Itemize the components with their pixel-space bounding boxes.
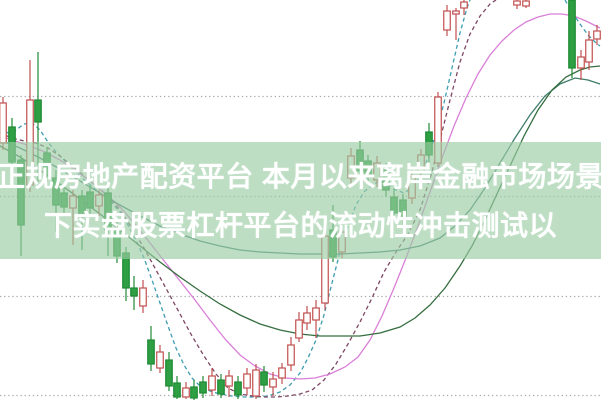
candle-body-up xyxy=(225,375,233,387)
candle-body-up xyxy=(287,344,295,366)
candle-body-down xyxy=(568,0,576,69)
candle-body-up xyxy=(182,387,190,398)
candle-body-up xyxy=(303,312,311,324)
candle-body-down xyxy=(165,359,173,387)
banner-text-line-1: 正规房地产配资平台 本月以来离岸金融市场场景 xyxy=(0,160,601,192)
candle-body-down xyxy=(130,287,138,297)
candle-body-up xyxy=(312,307,320,321)
candle-body-up xyxy=(593,30,601,40)
text-overlay-banner: 正规房地产配资平台 本月以来离岸金融市场场景 下实盘股票杠杆平台的流动性冲击测试… xyxy=(0,142,601,259)
candle-body-down xyxy=(260,371,268,386)
candle-body-up xyxy=(243,373,251,389)
candle-body-up xyxy=(295,319,303,339)
candle-body-up xyxy=(156,351,164,369)
candle-body-up xyxy=(513,0,521,6)
candle-body-up xyxy=(443,10,451,31)
candle-body-up xyxy=(252,369,260,397)
candle-body-up xyxy=(208,375,216,391)
candle-body-down xyxy=(234,381,242,396)
ma-fast-teal-line xyxy=(564,0,601,47)
candle-body-up xyxy=(452,10,460,15)
candle-body-up xyxy=(0,102,7,144)
candle-body-up xyxy=(585,39,593,63)
banner-text-line-2: 下实盘股票杠杆平台的流动性冲击测试以 xyxy=(43,209,557,241)
candle-body-down xyxy=(34,99,42,123)
candle-body-up xyxy=(522,0,530,7)
candle-body-down xyxy=(199,381,207,394)
candle-body-down xyxy=(147,339,155,365)
candle-body-up xyxy=(139,287,147,307)
candle-body-down xyxy=(173,382,181,398)
candle-body-down xyxy=(190,386,198,399)
candle-body-up xyxy=(278,367,286,379)
candle-body-up xyxy=(460,1,468,9)
candle-body-up xyxy=(577,56,585,69)
candle-body-up xyxy=(269,378,277,388)
candle-body-down xyxy=(217,379,225,395)
